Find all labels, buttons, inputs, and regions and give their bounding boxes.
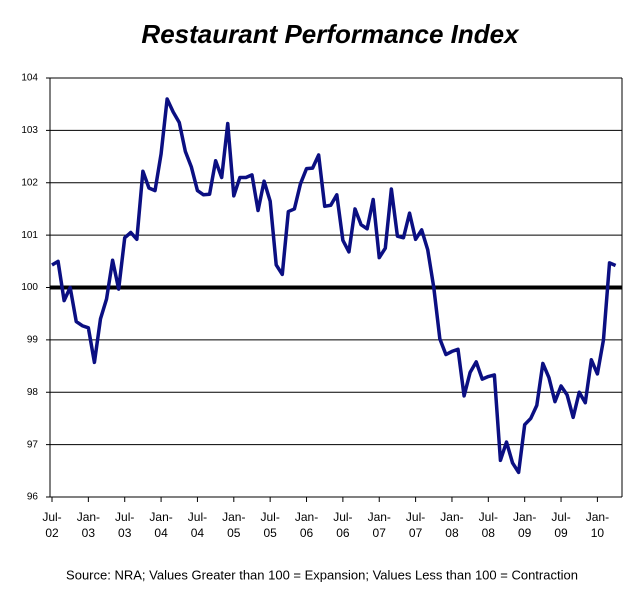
y-tick-label: 101 (21, 230, 38, 241)
y-tick-label: 97 (27, 439, 39, 450)
x-tick-label: Jan-05 (222, 510, 246, 540)
x-tick-label: Jul-06 (333, 510, 353, 540)
x-tick-label: Jan-10 (585, 510, 610, 540)
chart-title: Restaurant Performance Index (141, 19, 520, 49)
source-note: Source: NRA; Values Greater than 100 = E… (66, 567, 578, 582)
data-line (51, 97, 617, 475)
x-tick-label: Jul-09 (551, 510, 571, 540)
x-tick-label: Jul-03 (115, 510, 135, 540)
x-tick-label: Jul-07 (405, 510, 426, 540)
y-tick-label: 96 (27, 492, 39, 503)
x-tick-label: Jan-06 (294, 510, 319, 540)
y-tick-label: 99 (27, 335, 39, 346)
y-tick-label: 104 (21, 73, 38, 84)
x-tick-label: Jul-02 (42, 510, 62, 540)
y-tick-label: 98 (27, 387, 39, 398)
x-tick-label: Jan-04 (149, 510, 173, 540)
y-tick-label: 103 (21, 125, 38, 136)
x-tick-label: Jan-07 (367, 510, 391, 540)
x-tick-label: Jan-09 (513, 510, 537, 540)
y-tick-label: 102 (21, 177, 38, 188)
x-tick-label: Jan-03 (76, 510, 101, 540)
x-tick-label: Jul-08 (478, 510, 498, 540)
y-tick-label: 100 (21, 282, 38, 293)
x-tick-label: Jan-08 (440, 510, 464, 540)
x-tick-label: Jul-05 (260, 510, 280, 540)
x-tick-label: Jul-04 (187, 510, 208, 540)
